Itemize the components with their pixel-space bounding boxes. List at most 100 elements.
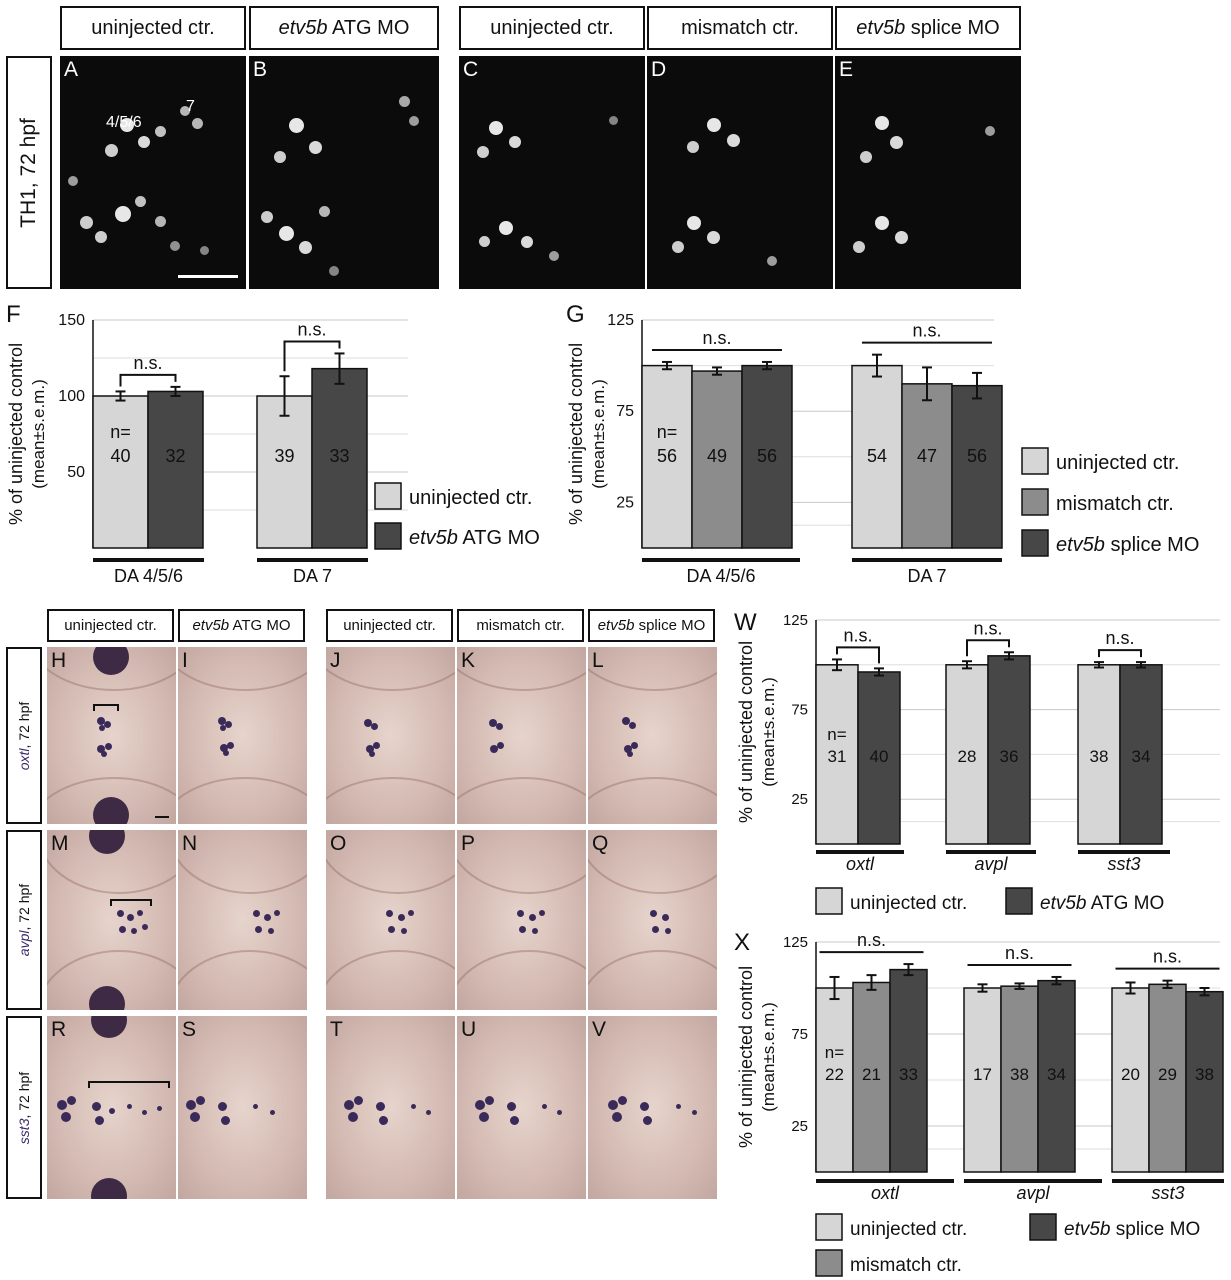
row-label-sst3: sst3, 72 hpf	[6, 1016, 42, 1199]
panel-c-image: C	[459, 56, 645, 289]
header-mismatch-d: mismatch ctr.	[647, 6, 833, 50]
category-label: DA 4/5/6	[686, 566, 755, 586]
n-count: 20	[1121, 1065, 1140, 1084]
n-count: 54	[867, 446, 887, 466]
gene-name: etv5b	[278, 16, 328, 39]
significance-label: n.s.	[843, 625, 872, 645]
y-axis-label: (mean±s.e.m.)	[759, 677, 778, 786]
n-count: 38	[1010, 1065, 1029, 1084]
panel-u-image: U	[457, 1016, 586, 1199]
panel-s-image: S	[178, 1016, 307, 1199]
panel-r-image: R	[47, 1016, 176, 1199]
category-label: DA 4/5/6	[114, 566, 183, 586]
ish-header-k: mismatch ctr.	[457, 609, 584, 642]
chart-g: G 25 75 125 % of uninjected control (mean±s.e…	[566, 301, 1199, 586]
category-label: sst3	[1151, 1183, 1184, 1203]
legend-label: etv5b ATG MO	[1040, 893, 1164, 914]
bracket-oxtl	[93, 704, 169, 818]
n-count: 47	[917, 446, 937, 466]
panel-letter: X	[734, 929, 750, 956]
legend-swatch	[1021, 529, 1049, 557]
legend-label: etv5b ATG MO	[409, 527, 540, 549]
panel-t-image: T	[326, 1016, 455, 1199]
panel-m-image: M	[47, 830, 176, 1010]
panel-letter: T	[330, 1018, 343, 1041]
category-label: DA 7	[293, 566, 332, 586]
significance-bracket	[283, 340, 341, 372]
panel-letter: N	[182, 832, 198, 855]
panel-letter: P	[461, 832, 476, 855]
n-count: 17	[973, 1065, 992, 1084]
category-label: avpl	[1016, 1183, 1050, 1203]
n-count: 22	[825, 1065, 844, 1084]
legend-swatch	[1021, 447, 1049, 475]
panel-k-image: K	[457, 647, 586, 824]
panel-b-image: B	[249, 56, 439, 289]
gene-name: etv5b	[856, 16, 906, 39]
panel-letter: Q	[592, 832, 609, 855]
bar	[852, 981, 891, 1173]
panel-o-image: O	[326, 830, 455, 1010]
legend-label: uninjected ctr.	[850, 893, 967, 914]
y-tick-label: 100	[58, 388, 85, 405]
n-count: 21	[862, 1065, 881, 1084]
category-label: DA 7	[907, 566, 946, 586]
panel-j-image: J	[326, 647, 455, 824]
legend-swatch	[815, 1213, 843, 1241]
scale-bar	[178, 275, 238, 278]
category-label: oxtl	[871, 1183, 900, 1203]
n-count: 34	[1132, 747, 1151, 766]
significance-label: n.s.	[912, 321, 941, 341]
panel-d-image: D	[647, 56, 833, 289]
legend-swatch	[815, 887, 843, 915]
panel-letter: V	[592, 1018, 607, 1041]
bar	[963, 987, 1002, 1173]
legend-label: mismatch ctr.	[1056, 493, 1174, 515]
panel-letter: G	[566, 301, 585, 328]
y-tick-label: 125	[783, 934, 808, 951]
n-count: 28	[958, 747, 977, 766]
legend-swatch	[374, 522, 402, 550]
n-count: 38	[1195, 1065, 1214, 1084]
header-uninjected-a: uninjected ctr.	[60, 6, 246, 50]
legend-label: etv5b splice MO	[1056, 534, 1199, 556]
significance-bracket	[119, 373, 177, 387]
y-tick-label: 150	[58, 312, 85, 329]
chart-f: F 50 100 150 % of uninjected control (mean±s.…	[6, 301, 540, 586]
y-tick-label: 125	[607, 312, 634, 329]
header-atg-mo-b: etv5b ATG MO	[249, 6, 439, 50]
panel-v-image: V	[588, 1016, 717, 1199]
legend-swatch	[1021, 488, 1049, 516]
y-axis-label: % of uninjected control	[566, 343, 586, 525]
n-count: 32	[165, 446, 185, 466]
significance-label: n.s.	[297, 319, 326, 339]
ish-header-j: uninjected ctr.	[326, 609, 453, 642]
bar	[857, 671, 901, 845]
panel-n-image: N	[178, 830, 307, 1010]
category-label: avpl	[974, 854, 1008, 874]
panel-a-image: A 4/5/6 7	[60, 56, 246, 289]
significance-label: n.s.	[1153, 947, 1182, 967]
significance-label: n.s.	[133, 353, 162, 373]
y-tick-label: 25	[791, 791, 808, 808]
ish-header-l: etv5b splice MO	[588, 609, 715, 642]
n-count: 56	[757, 446, 777, 466]
bracket-sst3	[88, 1081, 170, 1088]
bar	[641, 364, 693, 549]
significance-label: n.s.	[1005, 943, 1034, 963]
bar	[1037, 979, 1076, 1173]
annotation-da-7: 7	[186, 98, 195, 115]
legend-label: uninjected ctr.	[1056, 452, 1179, 474]
n-count: 31	[828, 747, 847, 766]
significance-label: n.s.	[973, 618, 1002, 638]
significance-bracket	[966, 639, 1010, 657]
y-axis-label: (mean±s.e.m.)	[589, 379, 608, 488]
panel-p-image: P	[457, 830, 586, 1010]
panel-h-image: H	[47, 647, 176, 824]
bar	[851, 364, 903, 549]
y-tick-label: 25	[616, 494, 634, 511]
n-count: 56	[657, 446, 677, 466]
n-count: 40	[110, 446, 130, 466]
panel-letter: S	[182, 1018, 197, 1041]
y-tick-label: 50	[67, 464, 85, 481]
